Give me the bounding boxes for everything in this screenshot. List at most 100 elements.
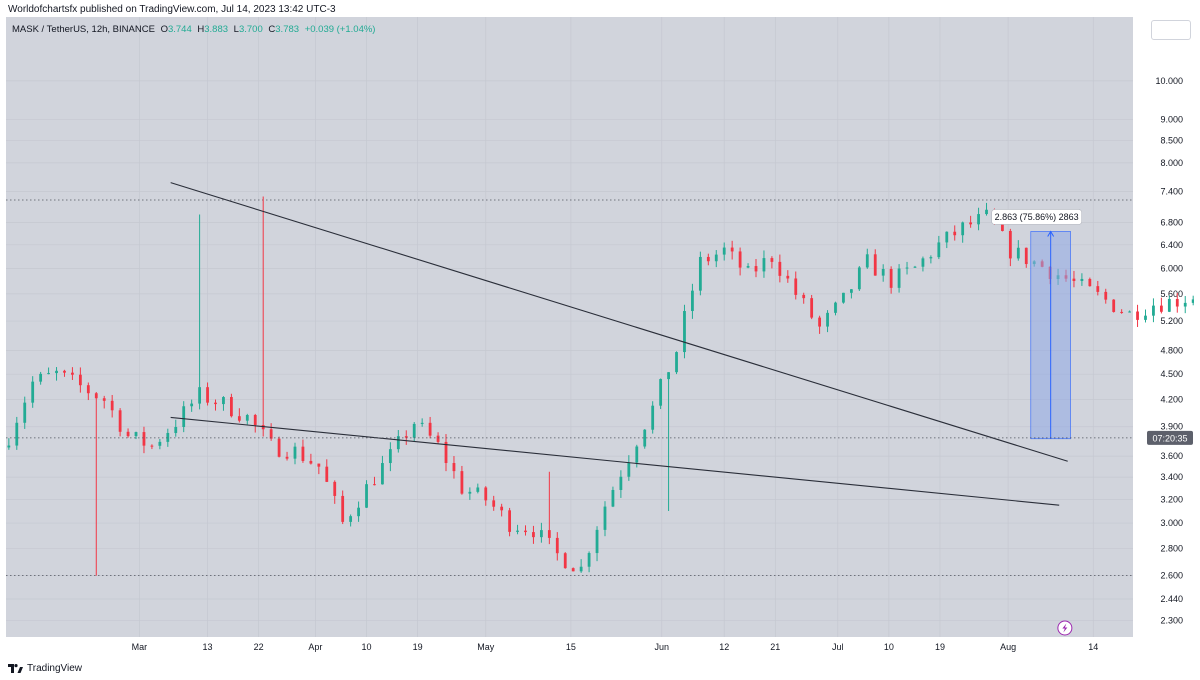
price-tick-label: 5.200 [1160, 316, 1183, 326]
candle-body [39, 373, 43, 382]
candle-body [325, 466, 329, 482]
candle-body [1024, 247, 1028, 265]
candle-body [698, 256, 702, 291]
candle-body [929, 257, 933, 259]
candle-body [1008, 230, 1012, 259]
price-tick-label: 8.500 [1160, 136, 1183, 146]
candle-body [444, 441, 448, 464]
price-tick-label: 4.500 [1160, 369, 1183, 379]
candle-body [706, 256, 710, 262]
price-tick-label: 9.000 [1160, 115, 1183, 125]
candle-body [587, 553, 591, 567]
measure-label-box [991, 209, 1082, 225]
time-tick-label: Aug [1000, 642, 1016, 652]
price-tick-label: 7.400 [1160, 186, 1183, 196]
candle-body [261, 425, 265, 430]
time-tick-label: 13 [203, 642, 213, 652]
candle-body [516, 530, 519, 532]
price-tick-label: 2.600 [1160, 571, 1183, 581]
legend-open-value: 3.744 [167, 24, 192, 35]
candle-body [659, 379, 663, 406]
candle-body [214, 402, 217, 405]
candle-body [1112, 299, 1116, 312]
candle-body [539, 530, 543, 538]
candle-body [420, 422, 424, 424]
candle-body [1080, 278, 1084, 281]
candle-body [102, 398, 106, 401]
price-tick-label: 10.000 [1155, 76, 1183, 86]
candle-body [889, 268, 893, 288]
candle-body [412, 423, 416, 438]
candle-body [953, 231, 957, 236]
candle-body [293, 446, 297, 459]
candle-body [500, 506, 504, 511]
price-tick-label: 5.600 [1160, 289, 1183, 299]
candle-body [611, 489, 615, 507]
candle-body [301, 446, 305, 461]
current-price-tag-label: 07:20:35 [1152, 433, 1187, 443]
price-chart[interactable]: 10.000 9.000 8.500 8.000 7.400 6.800 6.400 6.00… [6, 17, 1194, 657]
price-tick-label: 6.800 [1160, 218, 1183, 228]
legend-low-value: 3.700 [238, 24, 263, 35]
candle-body [428, 422, 432, 436]
candle-body [396, 436, 400, 450]
candle-body [834, 302, 837, 313]
candle-body [452, 463, 456, 472]
candle-body [555, 537, 559, 554]
candle-body [1175, 298, 1179, 307]
candle-body [253, 415, 257, 426]
time-tick-label: May [477, 642, 495, 652]
measure-arrow-head [1047, 230, 1055, 237]
price-tick-label: 3.000 [1160, 518, 1183, 528]
candle-body [1104, 291, 1108, 300]
time-tick-label: 10 [362, 642, 372, 652]
chart-area[interactable]: 10.000 9.000 8.500 8.000 7.400 6.800 6.400 6.00… [6, 17, 1194, 657]
candle-body [921, 258, 925, 267]
candle-body [1159, 305, 1163, 312]
candle-body [762, 258, 766, 272]
candle-body [1144, 315, 1147, 320]
candle-body [683, 311, 686, 353]
price-tick-label: 3.900 [1160, 422, 1183, 432]
candle-body [563, 553, 567, 569]
candle-body [1096, 286, 1100, 292]
price-axis-pane [1133, 17, 1194, 637]
price-tick-label: 3.600 [1160, 451, 1183, 461]
candle-body [31, 381, 35, 403]
time-tick-label: 15 [566, 642, 576, 652]
candle-body [285, 456, 289, 459]
time-tick-label: 12 [719, 642, 729, 652]
price-tick-label: 3.400 [1160, 472, 1183, 482]
candle-body [881, 268, 885, 276]
candle-body [508, 510, 512, 532]
candle-body [349, 516, 353, 522]
candle-body [770, 258, 774, 262]
candle-body [905, 267, 909, 269]
candle-body [357, 507, 360, 517]
candle-body [547, 530, 551, 538]
candle-body [365, 484, 368, 508]
candle-body [1088, 278, 1092, 287]
candle-body [245, 415, 249, 421]
candle-body [269, 429, 273, 439]
candle-body [460, 471, 464, 494]
candle-body [1183, 302, 1187, 307]
candle-body [190, 403, 194, 407]
candle-body [142, 432, 146, 446]
plot-background [6, 17, 1133, 637]
tradingview-footer[interactable]: TradingView [8, 661, 82, 675]
legend-close-label: C [268, 24, 276, 35]
candle-body [643, 429, 647, 447]
candle-body [317, 463, 321, 467]
time-tick-label: 22 [254, 642, 264, 652]
candle-body [206, 387, 209, 403]
price-tick-label: 3.200 [1160, 494, 1183, 504]
candle-body [977, 214, 980, 225]
candle-body [619, 476, 623, 490]
chart-settings-box[interactable] [1151, 20, 1191, 40]
candle-body [468, 491, 472, 494]
current-price-tag [1147, 430, 1193, 445]
price-tick-label: 6.000 [1160, 264, 1183, 274]
candle-body [166, 432, 170, 442]
tradingview-brand: TradingView [27, 662, 83, 674]
